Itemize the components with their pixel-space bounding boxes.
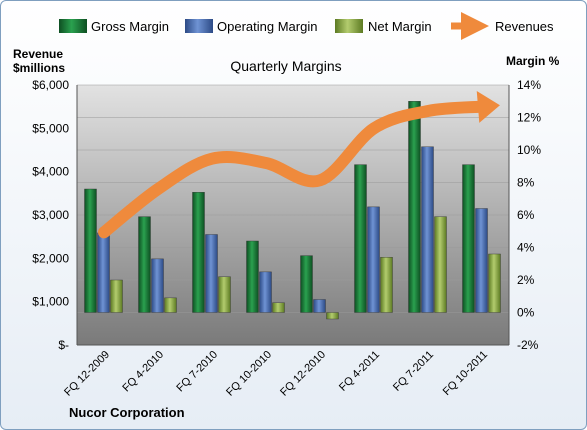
legend-label-net: Net Margin: [368, 19, 432, 34]
chart-title: Quarterly Margins: [230, 58, 341, 74]
legend-item-net-margin: Net Margin: [335, 19, 432, 34]
legend-item-operating-margin: Operating Margin: [185, 19, 317, 34]
bars: [84, 101, 501, 320]
bar-net-margin: [434, 216, 447, 313]
right-tick-label: 10%: [517, 143, 541, 157]
bar-operating-margin: [259, 271, 272, 313]
bar-gross-margin: [138, 216, 151, 313]
bar-gross-margin: [192, 192, 205, 313]
left-tick-label: $5,000: [32, 121, 69, 135]
right-tick-label: 6%: [517, 208, 535, 222]
right-axis-ticks: -2% 0% 2% 4% 6% 8% 10% 12% 14%: [517, 78, 541, 352]
category-label: FQ 7-2011: [391, 349, 436, 394]
legend-swatch-net: [335, 19, 363, 33]
bar-gross-margin: [300, 255, 313, 313]
legend-swatch-operating: [185, 19, 213, 33]
right-axis-title: Margin %: [506, 54, 560, 68]
bar-operating-margin: [475, 208, 488, 313]
right-tick-label: 8%: [517, 176, 535, 190]
bar-operating-margin: [151, 258, 164, 313]
bar-gross-margin: [354, 164, 367, 313]
category-label: FQ 7-2010: [174, 349, 220, 395]
bar-operating-margin: [421, 146, 434, 313]
bar-net-margin: [488, 253, 501, 313]
left-axis-ticks: $- $1,000 $2,000 $3,000 $4,000 $5,000 $6,000: [32, 78, 69, 352]
right-tick-label: 4%: [517, 241, 535, 255]
bar-operating-margin: [205, 234, 218, 313]
right-tick-label: 14%: [517, 78, 541, 92]
right-tick-label: -2%: [517, 338, 539, 352]
right-tick-label: 0%: [517, 306, 535, 320]
revenue-arrow-head: [476, 91, 500, 123]
left-axis-title-line1: Revenue: [13, 47, 63, 61]
category-label: FQ 10-2011: [441, 349, 490, 398]
bar-net-margin: [272, 302, 285, 313]
left-tick-label: $2,000: [32, 251, 69, 265]
category-label: FQ 4-2011: [337, 349, 382, 394]
left-tick-label: $-: [58, 338, 69, 352]
bar-operating-margin: [313, 299, 326, 313]
left-tick-label: $1,000: [32, 295, 69, 309]
bar-net-margin: [110, 279, 123, 313]
left-tick-label: $3,000: [32, 208, 69, 222]
left-tick-label: $6,000: [32, 78, 69, 92]
left-axis-title-line2: $millions: [13, 61, 65, 75]
legend-label-operating: Operating Margin: [217, 19, 317, 34]
category-label: FQ 10-2010: [224, 349, 274, 399]
category-labels: FQ 12-2009 FQ 4-2010 FQ 7-2010 FQ 10-2010 FQ…: [62, 349, 490, 399]
bar-gross-margin: [246, 240, 259, 313]
bar-net-margin: [326, 312, 339, 320]
legend-swatch-gross: [59, 19, 87, 33]
bar-gross-margin: [462, 164, 475, 313]
revenue-line: [98, 91, 500, 239]
bar-operating-margin: [367, 206, 380, 313]
bar-gross-margin: [84, 188, 97, 313]
right-tick-label: 2%: [517, 273, 535, 287]
legend-label-gross: Gross Margin: [91, 19, 169, 34]
bar-net-margin: [164, 297, 177, 313]
legend-item-gross-margin: Gross Margin: [59, 19, 169, 34]
revenue-line-path: [98, 100, 488, 239]
bar-gross-margin: [408, 101, 421, 313]
bar-operating-margin: [97, 232, 110, 313]
left-tick-label: $4,000: [32, 165, 69, 179]
bar-net-margin: [380, 257, 393, 313]
bar-net-margin: [218, 276, 231, 313]
legend-label-revenues: Revenues: [495, 19, 554, 34]
category-label: FQ 12-2010: [278, 349, 328, 399]
right-tick-label: 12%: [517, 111, 541, 125]
company-name: Nucor Corporation: [69, 405, 185, 420]
legend-item-revenues: Revenues: [451, 12, 554, 40]
category-label: FQ 12-2009: [62, 349, 112, 399]
legend: Gross Margin Operating Margin Net Margin…: [59, 12, 554, 40]
category-label: FQ 4-2010: [120, 349, 166, 395]
